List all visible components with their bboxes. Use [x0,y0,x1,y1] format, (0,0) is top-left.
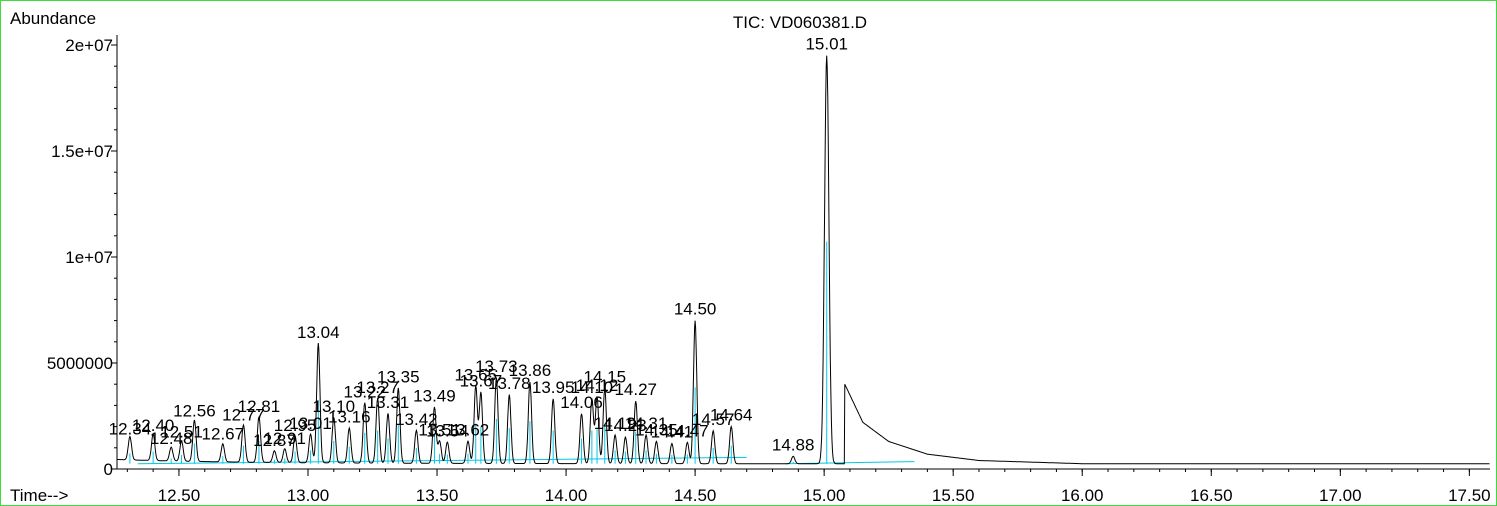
y-tick-label: 2e+07 [65,36,113,55]
peak-label: 12.81 [238,397,281,416]
x-tick-label: 15.00 [803,486,846,505]
y-axis-label: Abundance [10,9,96,28]
peak-label: 13.22 [343,382,386,401]
peak-label: 13.42 [395,410,438,429]
peak-label: 12.51 [160,423,203,442]
peak-label: 13.54 [426,422,469,441]
peak-label: 12.67 [202,425,245,444]
peak-label: 12.91 [263,429,306,448]
x-tick-label: 14.50 [674,486,717,505]
peak-label: 13.49 [413,387,456,406]
peak-label: 14.19 [594,414,637,433]
peak-label: 13.95 [532,378,575,397]
peak-label: 13.86 [509,361,552,380]
trace-group [117,55,1490,465]
peak-label: 14.41 [651,423,694,442]
peak-label: 14.88 [772,435,815,454]
x-axis-label: Time--> [10,486,68,505]
tic-trace [117,55,1490,465]
peak-label: 13.73 [475,357,518,376]
peak-label: 13.67 [460,372,503,391]
y-tick-label: 5000000 [47,354,113,373]
x-tick-label: 13.00 [287,486,330,505]
peak-label: 12.34 [109,419,152,438]
y-tick-label: 1.5e+07 [51,142,113,161]
peak-label: 13.27 [356,378,399,397]
peak-label: 13.16 [328,408,371,427]
peak-label: 13.35 [377,367,420,386]
peak-label: 14.31 [625,414,668,433]
peak-label: 12.40 [132,416,175,435]
x-tick-label: 13.50 [416,486,459,505]
peak-label: 14.47 [666,422,709,441]
peak-label: 13.65 [454,365,497,384]
peak-label: 13.04 [297,323,340,342]
y-tick-label: 1e+07 [65,248,113,267]
x-tick-label: 17.00 [1319,486,1362,505]
peak-label: 14.35 [635,420,678,439]
peak-label: 14.10 [571,378,614,397]
peak-label: 12.77 [222,406,265,425]
integration-lines [129,241,915,465]
peak-label: 12.95 [274,416,317,435]
peak-label: 13.31 [367,393,410,412]
peak-label: 14.23 [604,416,647,435]
peak-label: 13.01 [289,414,332,433]
peak-label: 14.12 [576,376,619,395]
peak-label: 14.27 [614,380,657,399]
x-tick-label: 15.50 [932,486,975,505]
peak-label: 12.56 [173,401,216,420]
peak-label: 13.51 [418,420,461,439]
peak-label: 14.06 [560,393,603,412]
y-tick-label: 0 [104,460,113,479]
x-tick-label: 12.50 [158,486,201,505]
peak-label: 13.78 [488,374,531,393]
peak-label: 14.50 [674,300,717,319]
x-tick-label: 14.00 [545,486,588,505]
peak-label: 12.87 [253,431,296,450]
x-tick-label: 16.00 [1061,486,1104,505]
chart-title: TIC: VD060381.D [733,13,867,32]
peak-label: 14.15 [584,367,627,386]
peak-label: 13.62 [447,420,490,439]
peak-label: 14.64 [710,406,753,425]
peak-label: 12.48 [150,429,193,448]
axes: 12.50 13.00 13.50 14.00 14.50 15.00 15.50 16.00… [47,35,1491,505]
peak-label: 13.10 [313,397,356,416]
x-tick-label: 16.50 [1190,486,1233,505]
peak-label: 14.57 [692,410,735,429]
x-tick-label: 17.50 [1448,486,1491,505]
integration-baseline [137,456,747,465]
peak-label: 15.01 [805,35,848,54]
